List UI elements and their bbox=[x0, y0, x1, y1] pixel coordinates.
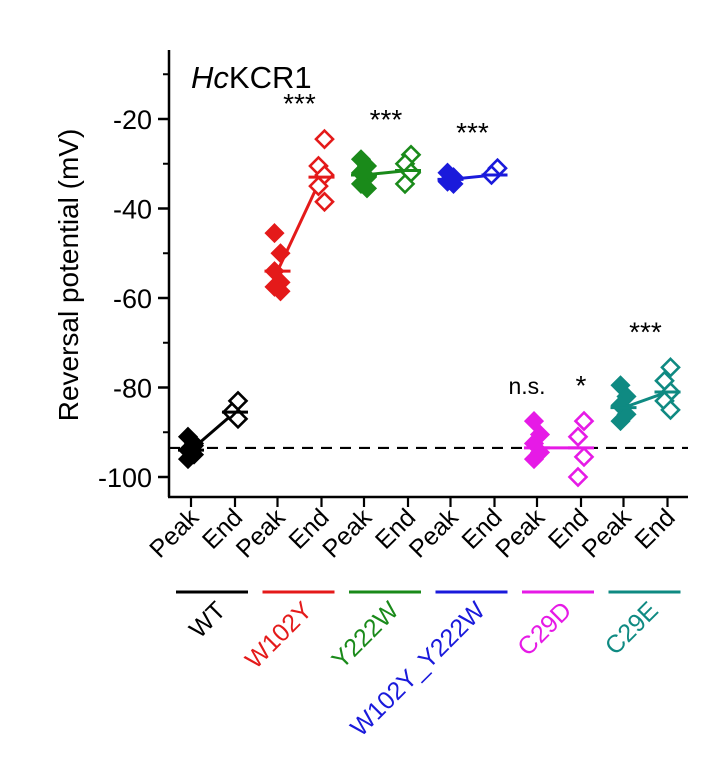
significance-label-peak: n.s. bbox=[508, 373, 545, 399]
end-point bbox=[573, 446, 595, 468]
chart-title-italic: Hc bbox=[191, 60, 229, 95]
end-point bbox=[660, 357, 681, 378]
x-tick-label-peak: Peak bbox=[317, 503, 377, 563]
chart-title-rest: KCR1 bbox=[229, 60, 312, 95]
end-point bbox=[660, 399, 681, 421]
end-point bbox=[573, 410, 595, 432]
peak-point bbox=[177, 449, 199, 470]
chart-title: HcKCR1 bbox=[191, 60, 312, 95]
end-point bbox=[394, 173, 416, 195]
group-label: WT bbox=[184, 596, 231, 643]
peak-point bbox=[264, 223, 285, 244]
end-point bbox=[308, 175, 329, 197]
group-label: Y222W bbox=[326, 596, 404, 674]
group-label: C29D bbox=[512, 596, 577, 661]
peak-point bbox=[523, 449, 545, 470]
group-label: C29E bbox=[600, 596, 664, 660]
end-point bbox=[567, 426, 589, 448]
end-point bbox=[314, 191, 335, 213]
x-tick-label-peak: Peak bbox=[231, 503, 291, 563]
series-c29e: *** bbox=[610, 316, 681, 432]
peak-point bbox=[356, 178, 378, 199]
series-c29d: * n.s. bbox=[508, 370, 595, 488]
peak-point bbox=[610, 411, 631, 432]
y-tick-label: -60 bbox=[113, 284, 152, 314]
x-tick-label-peak: Peak bbox=[577, 503, 637, 563]
plot-area: ****** ****n.s.*** bbox=[169, 88, 688, 488]
end-point bbox=[314, 128, 335, 150]
y-tick-label: -80 bbox=[113, 374, 152, 404]
significance-label: *** bbox=[629, 316, 662, 347]
peak-point bbox=[270, 243, 291, 264]
group-label: W102Y bbox=[240, 596, 318, 674]
y-tick-label: -20 bbox=[113, 105, 152, 135]
y-tick-label: -100 bbox=[98, 463, 152, 493]
series-wt bbox=[177, 390, 249, 470]
peak-point bbox=[270, 281, 291, 302]
mean-connector-line bbox=[622, 390, 669, 410]
end-point bbox=[567, 466, 589, 488]
significance-label: *** bbox=[283, 88, 316, 119]
end-point bbox=[227, 408, 249, 430]
x-tick-label-end: End bbox=[629, 503, 680, 554]
category-labels: PeakEndWTPeakEndW102YPeakEndY222WPeakEnd… bbox=[144, 503, 681, 742]
axes: -20 -40 -60 -80 -100 bbox=[98, 50, 688, 507]
peak-point bbox=[523, 411, 545, 432]
x-tick-label-peak: Peak bbox=[490, 503, 550, 563]
series-w102y: *** bbox=[264, 88, 335, 302]
x-tick-label-peak: Peak bbox=[404, 503, 464, 563]
significance-label: *** bbox=[456, 117, 489, 148]
y-tick-label: -40 bbox=[113, 195, 152, 225]
series-y222w: *** bbox=[350, 104, 422, 199]
y-axis-label: Reversal potential (mV) bbox=[53, 129, 84, 422]
significance-label: * bbox=[576, 370, 587, 401]
x-tick-label-peak: Peak bbox=[144, 503, 204, 563]
series-w102y_y222w: *** bbox=[437, 117, 508, 194]
significance-label: *** bbox=[370, 104, 403, 135]
